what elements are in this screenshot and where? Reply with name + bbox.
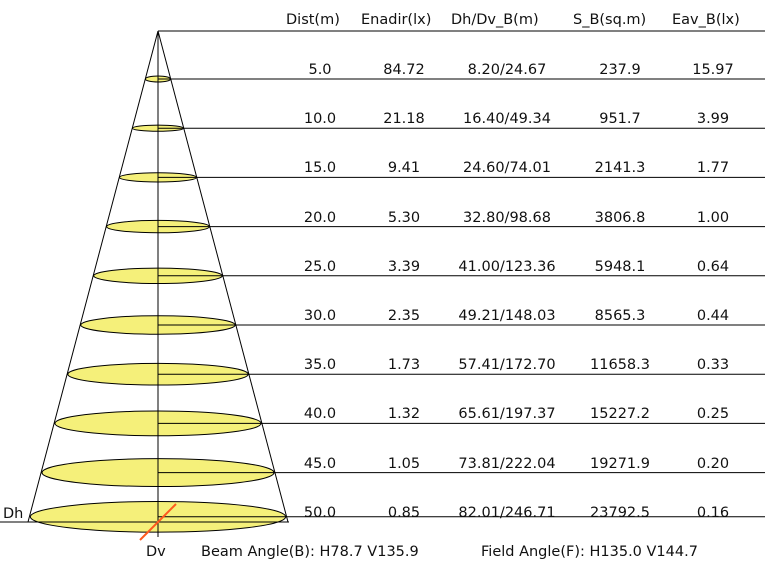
cell-area: 5948.1 — [594, 258, 646, 275]
cell-enadir: 21.18 — [383, 111, 425, 128]
field-angle-label: Field Angle(F): H135.0 V144.7 — [481, 544, 698, 560]
header-dist: Dist(m) — [286, 12, 340, 28]
cell-dh-dv: 49.21/148.03 — [458, 308, 556, 324]
cell-eav: 1.00 — [696, 209, 730, 226]
dv-label: Dv — [146, 544, 166, 560]
cell-dh-dv: 41.00/123.36 — [458, 258, 556, 275]
cell-area: 237.9 — [599, 62, 641, 78]
cell-area: 8565.3 — [594, 308, 646, 324]
cell-dh-dv: 82.01/246.71 — [458, 504, 556, 521]
cell-area: 23792.5 — [590, 504, 650, 521]
cell-dh-dv: 73.81/222.04 — [458, 455, 556, 472]
dh-label: Dh — [3, 506, 24, 522]
cell-enadir: 1.05 — [387, 455, 421, 472]
cell-area: 11658.3 — [590, 357, 650, 374]
cell-dh-dv: 65.61/197.37 — [458, 406, 556, 423]
cell-enadir: 1.32 — [387, 406, 421, 423]
cell-area: 951.7 — [599, 111, 641, 128]
cell-dist: 40.0 — [303, 406, 337, 423]
cell-dist: 25.0 — [303, 258, 337, 275]
cell-dh-dv: 57.41/172.70 — [458, 357, 556, 374]
cell-enadir: 2.35 — [387, 308, 421, 324]
cell-dist: 35.0 — [303, 357, 337, 374]
cell-enadir: 9.41 — [387, 160, 421, 177]
cell-dist: 45.0 — [303, 455, 337, 472]
cell-eav: 3.99 — [696, 111, 730, 128]
header-dh-dv: Dh/Dv_B(m) — [451, 12, 539, 28]
cone-edge-right — [157, 30, 289, 523]
header-enadir: Enadir(lx) — [361, 12, 432, 28]
header-eav: Eav_B(lx) — [672, 12, 740, 28]
cell-dist: 30.0 — [303, 308, 337, 324]
cone-edge-left — [27, 30, 159, 523]
beam-angle-label: Beam Angle(B): H78.7 V135.9 — [201, 544, 419, 560]
cell-eav: 15.97 — [692, 62, 734, 78]
cell-area: 3806.8 — [594, 209, 646, 226]
cell-enadir: 3.39 — [387, 258, 421, 275]
cell-area: 15227.2 — [590, 406, 650, 423]
cell-enadir: 84.72 — [383, 62, 425, 78]
cell-dist: 50.0 — [303, 504, 337, 521]
cell-dist: 5.0 — [308, 62, 332, 78]
cell-dh-dv: 24.60/74.01 — [463, 160, 551, 177]
cell-enadir: 0.85 — [387, 504, 421, 521]
cell-eav: 0.16 — [696, 504, 730, 521]
cell-dh-dv: 16.40/49.34 — [463, 111, 551, 128]
cell-area: 2141.3 — [594, 160, 646, 177]
cell-eav: 0.44 — [696, 308, 730, 324]
cell-area: 19271.9 — [590, 455, 650, 472]
cell-eav: 0.25 — [696, 406, 730, 423]
cell-eav: 0.33 — [696, 357, 730, 374]
dv-line — [139, 503, 177, 541]
cell-eav: 0.64 — [696, 258, 730, 275]
header-area: S_B(sq.m) — [573, 12, 647, 28]
cell-enadir: 5.30 — [387, 209, 421, 226]
cell-dist: 10.0 — [303, 111, 337, 128]
cell-dist: 15.0 — [303, 160, 337, 177]
cell-dh-dv: 32.80/98.68 — [463, 209, 551, 226]
cell-enadir: 1.73 — [387, 357, 421, 374]
cell-dist: 20.0 — [303, 209, 337, 226]
cell-eav: 1.77 — [696, 160, 730, 177]
cell-eav: 0.20 — [696, 455, 730, 472]
cell-dh-dv: 8.20/24.67 — [467, 62, 547, 78]
